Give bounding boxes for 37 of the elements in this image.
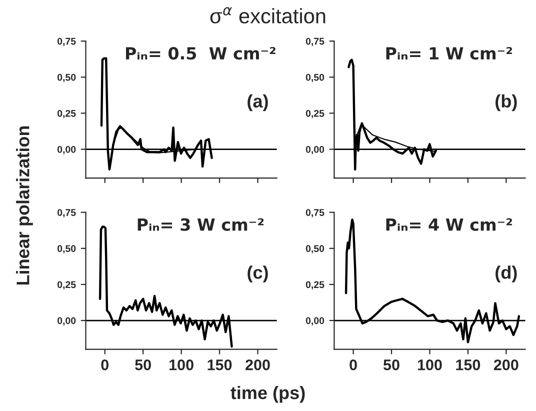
x-tick-label: 0 [101, 359, 108, 370]
annotation: (b) [496, 94, 517, 112]
annotation: Pᵢₙ= 1 W cm⁻² [386, 47, 512, 60]
annotation: Pᵢₙ= 0.5 W cm⁻² [126, 47, 276, 60]
y-tick-label: 0,50 [58, 245, 76, 254]
x-tick-label: 50 [135, 359, 151, 370]
y-axis-title: Linear polarization [16, 126, 33, 285]
y-tick-label: 0,00 [306, 146, 324, 154]
y-tick-label: 0,25 [306, 281, 324, 290]
y-tick-label: 0,75 [58, 209, 76, 218]
chart-title: σ$^{α}$ excitation [210, 7, 326, 24]
x-tick-label: 50 [383, 359, 400, 370]
x-axis-title: time (ps) [230, 386, 305, 403]
x-tick-label: 0 [350, 359, 357, 370]
y-tick-label: 0,25 [58, 281, 76, 290]
annotation: (a) [248, 94, 268, 112]
y-tick-label: 0,50 [58, 74, 76, 82]
y-tick-label: 0,50 [306, 245, 324, 254]
y-tick-label: 0,75 [306, 38, 324, 46]
y-tick-label: 0,00 [58, 317, 76, 326]
y-tick-label: 0,50 [306, 74, 324, 82]
y-tick-label: 0,25 [58, 110, 76, 118]
x-tick-label: 200 [494, 359, 518, 370]
y-tick-label: 0,25 [306, 110, 324, 118]
annotation: Pᵢₙ= 4 W cm⁻² [386, 218, 512, 231]
annotation: Pᵢₙ= 3 W cm⁻² [138, 218, 264, 231]
x-tick-label: 200 [246, 359, 270, 370]
x-tick-label: 150 [208, 359, 232, 370]
x-tick-label: 100 [170, 359, 194, 370]
y-tick-label: 0,75 [306, 209, 324, 218]
annotation: (c) [248, 266, 268, 282]
x-tick-label: 100 [418, 359, 442, 370]
y-tick-label: 0,00 [58, 146, 76, 154]
annotation: (d) [496, 266, 517, 282]
x-tick-label: 150 [456, 359, 480, 370]
y-tick-label: 0,00 [306, 317, 324, 326]
y-tick-label: 0,75 [58, 38, 76, 46]
